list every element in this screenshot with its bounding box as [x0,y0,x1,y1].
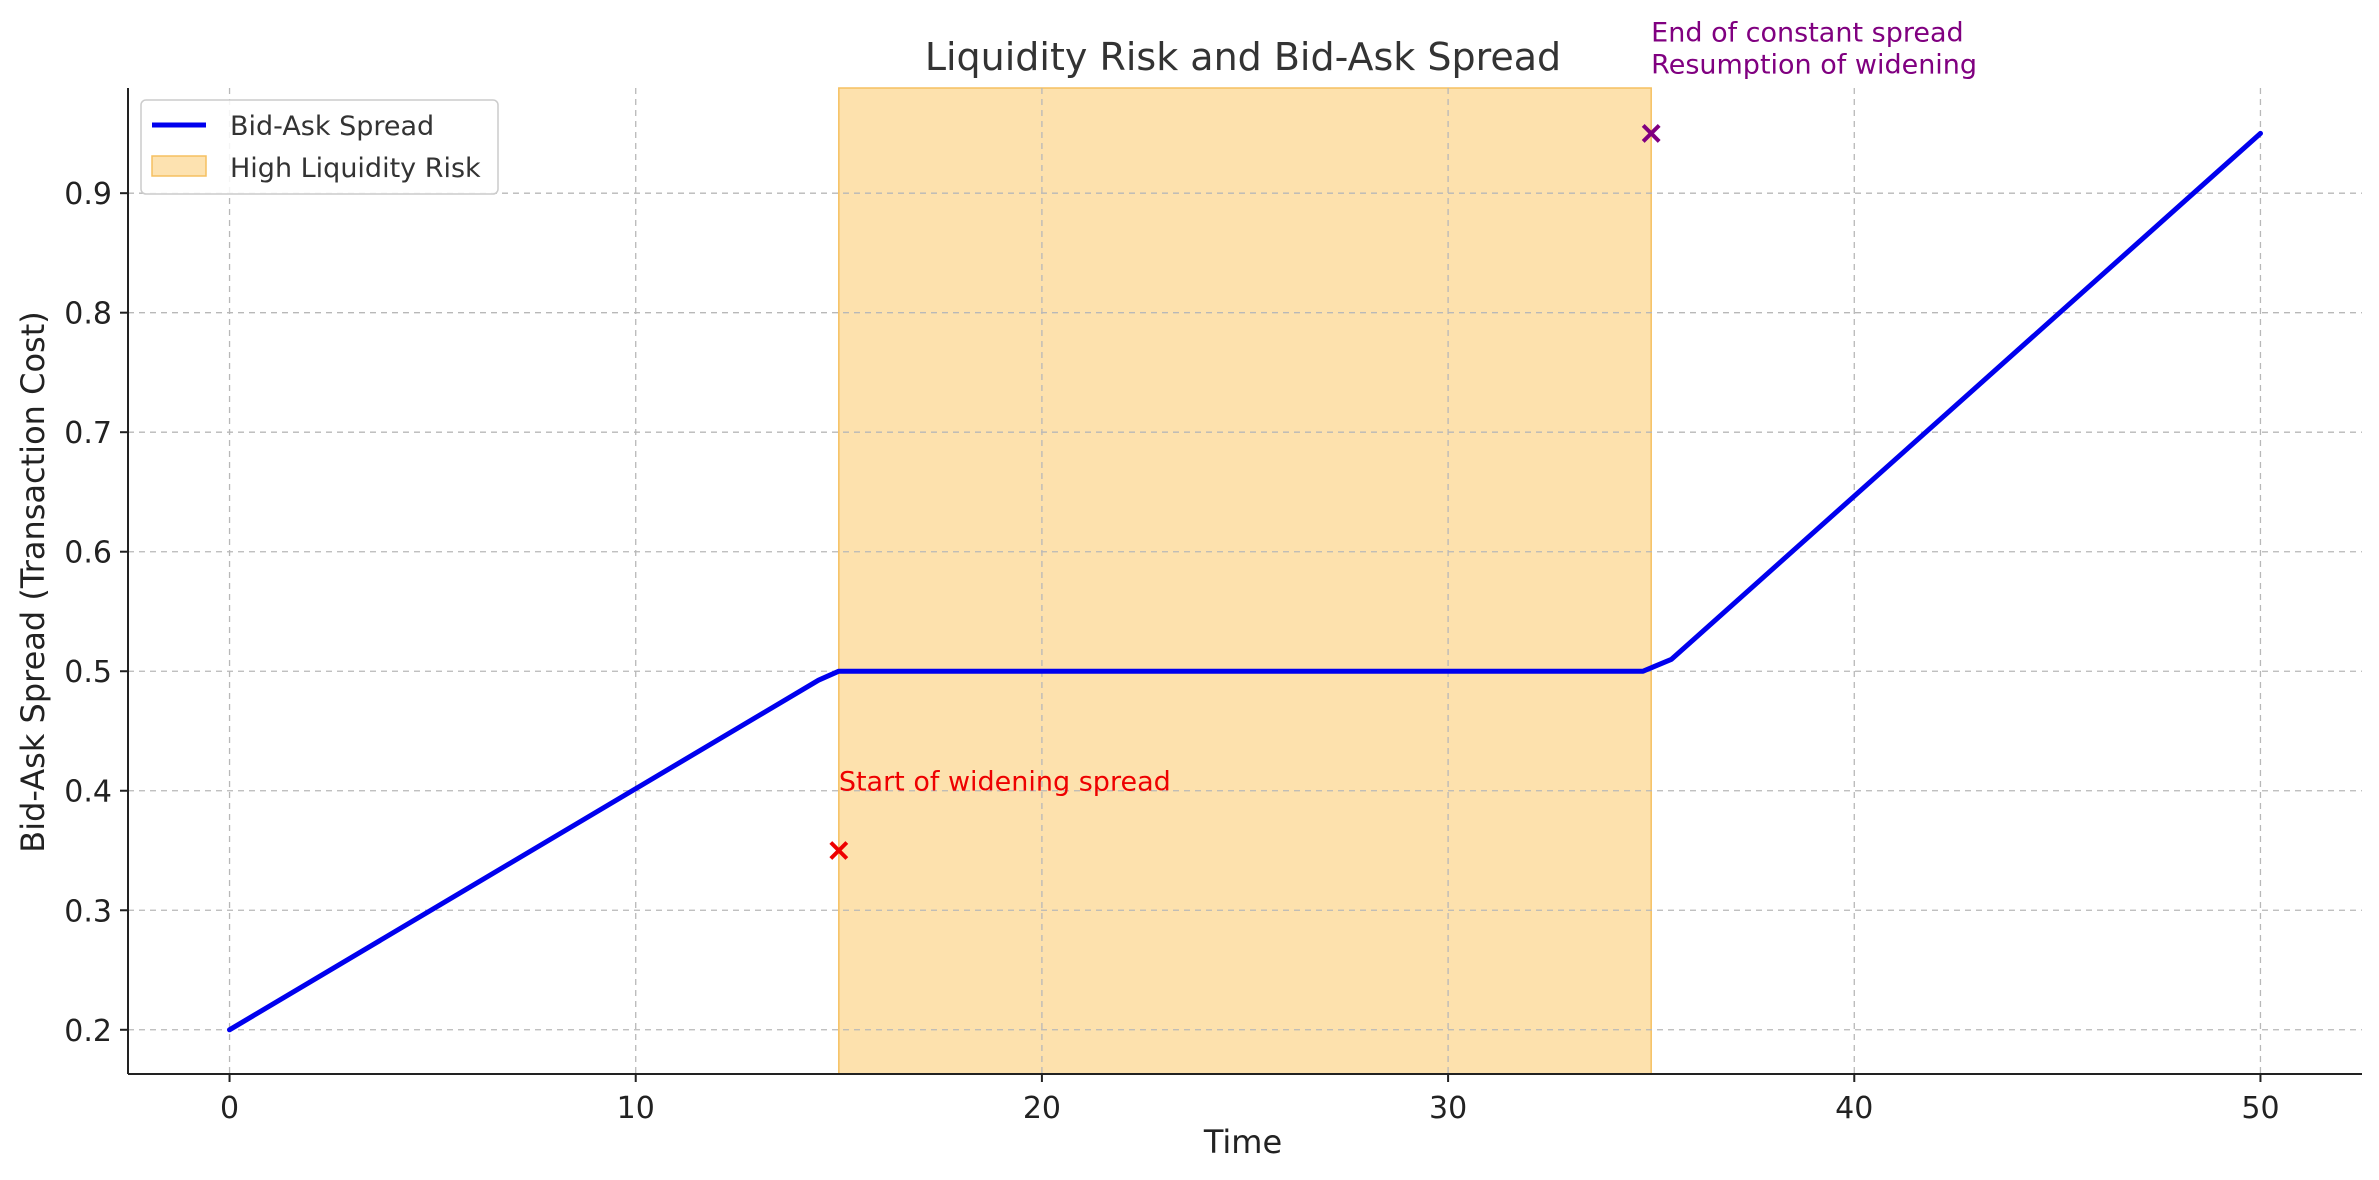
x-tick-label: 10 [617,1091,655,1126]
legend: Bid-Ask Spread High Liquidity Risk [140,99,499,195]
shaded-region-layer [838,87,1652,1075]
marker-layer [829,124,1661,860]
annotation-line: Resumption of widening [1651,50,1977,81]
series-layer [227,130,2263,1033]
annotation-line: End of constant spread [1651,18,1963,49]
x-tick-label: 20 [1023,1091,1061,1126]
y-tick-label: 0.7 [64,416,112,451]
y-tick-label: 0.6 [64,536,112,571]
y-tick-label: 0.3 [64,894,112,929]
y-tick-label: 0.8 [64,297,112,332]
x-marker-1 [1641,124,1661,143]
y-tick-label: 0.5 [64,655,112,690]
legend-frame [140,99,499,195]
x-tick-label: 50 [2241,1091,2279,1126]
annotation-0: Start of widening spread [839,767,1171,798]
series-line-0 [227,130,2263,1033]
x-marker-stroke [829,841,849,860]
x-axis-label: Time [1203,1123,1282,1161]
high-liquidity-risk-region [838,87,1652,1075]
y-tick-label: 0.9 [64,177,112,212]
legend-label-risk: High Liquidity Risk [230,153,481,184]
axes-layer [120,88,2362,1082]
x-marker-stroke [1641,124,1661,143]
x-tick-label: 40 [1835,1091,1873,1126]
chart-title: Liquidity Risk and Bid-Ask Spread [925,35,1561,79]
legend-label-spread: Bid-Ask Spread [230,111,434,142]
annotation-layer: Start of widening spread End of constant … [839,18,1977,798]
y-tick-label: 0.4 [64,775,112,810]
x-tick-label: 30 [1429,1091,1467,1126]
tick-label-layer: 0 10 20 30 40 50 0.2 0.3 0.4 0.5 0.6 0.7 0.8 0.9 [64,177,2279,1126]
legend-shade-swatch [151,155,207,177]
x-tick-label: 0 [220,1091,239,1126]
x-marker-0 [829,841,849,860]
y-axis-label: Bid-Ask Spread (Transaction Cost) [14,311,52,852]
annotation-1: End of constant spread Resumption of wide… [1651,18,1977,81]
y-tick-label: 0.2 [64,1014,112,1049]
annotation-line: Start of widening spread [839,767,1171,798]
